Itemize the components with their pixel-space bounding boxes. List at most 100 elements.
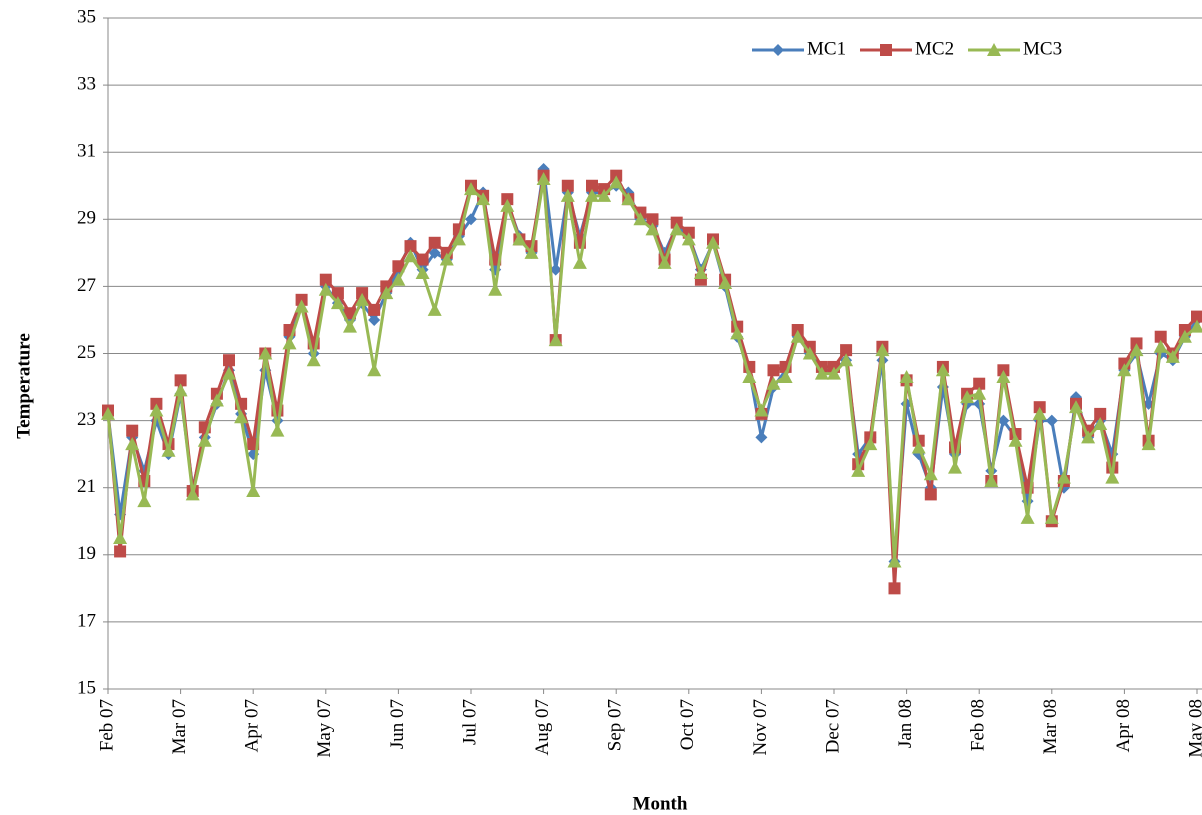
data-point	[1069, 400, 1083, 414]
data-point	[149, 403, 164, 417]
data-point	[319, 273, 332, 286]
data-point	[561, 179, 574, 192]
y-tick-label: 25	[77, 342, 96, 363]
data-point	[802, 346, 817, 360]
legend-marker	[880, 44, 892, 56]
data-point	[609, 175, 624, 189]
data-point	[536, 172, 551, 186]
data-point	[222, 366, 236, 380]
x-tick-label: Jan 08	[895, 699, 916, 748]
legend-label: MC1	[807, 38, 846, 59]
y-tick-label: 15	[77, 677, 96, 698]
data-point	[1008, 433, 1023, 447]
data-point	[657, 255, 672, 269]
data-point	[368, 303, 381, 316]
data-point	[306, 353, 321, 367]
data-point	[973, 377, 986, 390]
data-point	[621, 192, 636, 206]
data-point	[137, 494, 152, 508]
data-point	[911, 440, 926, 454]
data-point	[318, 282, 333, 296]
x-tick-label: Apr 07	[242, 699, 263, 752]
data-point	[330, 296, 345, 310]
data-point	[451, 232, 466, 246]
data-point	[282, 336, 297, 350]
data-point	[875, 343, 890, 357]
data-point	[355, 292, 370, 306]
data-point	[633, 212, 648, 226]
data-point	[888, 582, 901, 595]
data-point	[669, 222, 684, 236]
data-point	[754, 403, 769, 417]
y-tick-label: 21	[77, 476, 96, 497]
data-point	[1093, 416, 1108, 430]
data-point	[294, 299, 309, 313]
data-point	[343, 319, 357, 333]
data-point	[997, 414, 1010, 427]
data-point	[246, 484, 261, 498]
data-point	[827, 366, 841, 380]
data-point	[197, 433, 212, 447]
data-point	[790, 329, 805, 343]
data-point	[174, 374, 187, 387]
data-point	[549, 263, 562, 276]
data-point	[899, 369, 914, 383]
data-point	[113, 531, 128, 545]
data-point	[814, 366, 829, 380]
x-tick-label: Mar 08	[1040, 699, 1061, 754]
data-point	[125, 437, 140, 451]
data-point	[778, 369, 793, 383]
data-point	[742, 369, 757, 383]
data-point	[572, 255, 587, 269]
series-line	[106, 173, 1199, 589]
y-tick-label: 33	[77, 73, 96, 94]
data-point	[1129, 343, 1144, 357]
data-point	[524, 245, 539, 259]
data-point	[1191, 310, 1202, 323]
data-point	[126, 424, 139, 437]
data-point	[924, 488, 937, 501]
data-point	[693, 265, 708, 279]
data-point	[427, 302, 442, 316]
data-point	[1165, 349, 1180, 363]
data-point	[718, 276, 733, 290]
data-point	[586, 179, 598, 192]
data-point	[863, 437, 878, 451]
data-point	[1020, 510, 1035, 524]
data-point	[101, 406, 115, 420]
data-point	[185, 487, 200, 501]
y-tick-label: 35	[77, 6, 96, 27]
data-point	[767, 364, 780, 377]
data-point	[984, 473, 999, 487]
data-point	[1094, 407, 1107, 420]
data-point	[766, 376, 781, 390]
data-point	[428, 246, 441, 259]
x-axis-title: Month	[633, 793, 688, 814]
data-point	[960, 390, 975, 404]
data-point	[344, 307, 356, 320]
data-point	[887, 554, 902, 568]
data-point	[392, 260, 405, 273]
x-tick-label: May 08	[1185, 699, 1202, 758]
data-point	[161, 443, 176, 457]
x-tick-label: Sep 07	[605, 699, 626, 751]
data-point	[488, 282, 503, 296]
data-point	[439, 252, 454, 266]
x-tick-label: Mar 07	[169, 699, 190, 754]
data-point	[258, 346, 273, 360]
data-point	[840, 344, 853, 357]
x-tick-label: Aug 07	[532, 699, 553, 755]
data-point	[223, 354, 235, 367]
data-point	[476, 192, 491, 206]
data-point	[1177, 329, 1192, 343]
data-point	[597, 188, 612, 202]
series-line	[106, 178, 1198, 562]
data-point	[560, 188, 575, 202]
data-point	[391, 272, 406, 286]
data-point	[1045, 414, 1058, 427]
data-point	[1105, 470, 1120, 484]
data-point	[1190, 319, 1202, 333]
x-tick-label: Feb 07	[96, 699, 117, 751]
data-point	[367, 363, 382, 377]
